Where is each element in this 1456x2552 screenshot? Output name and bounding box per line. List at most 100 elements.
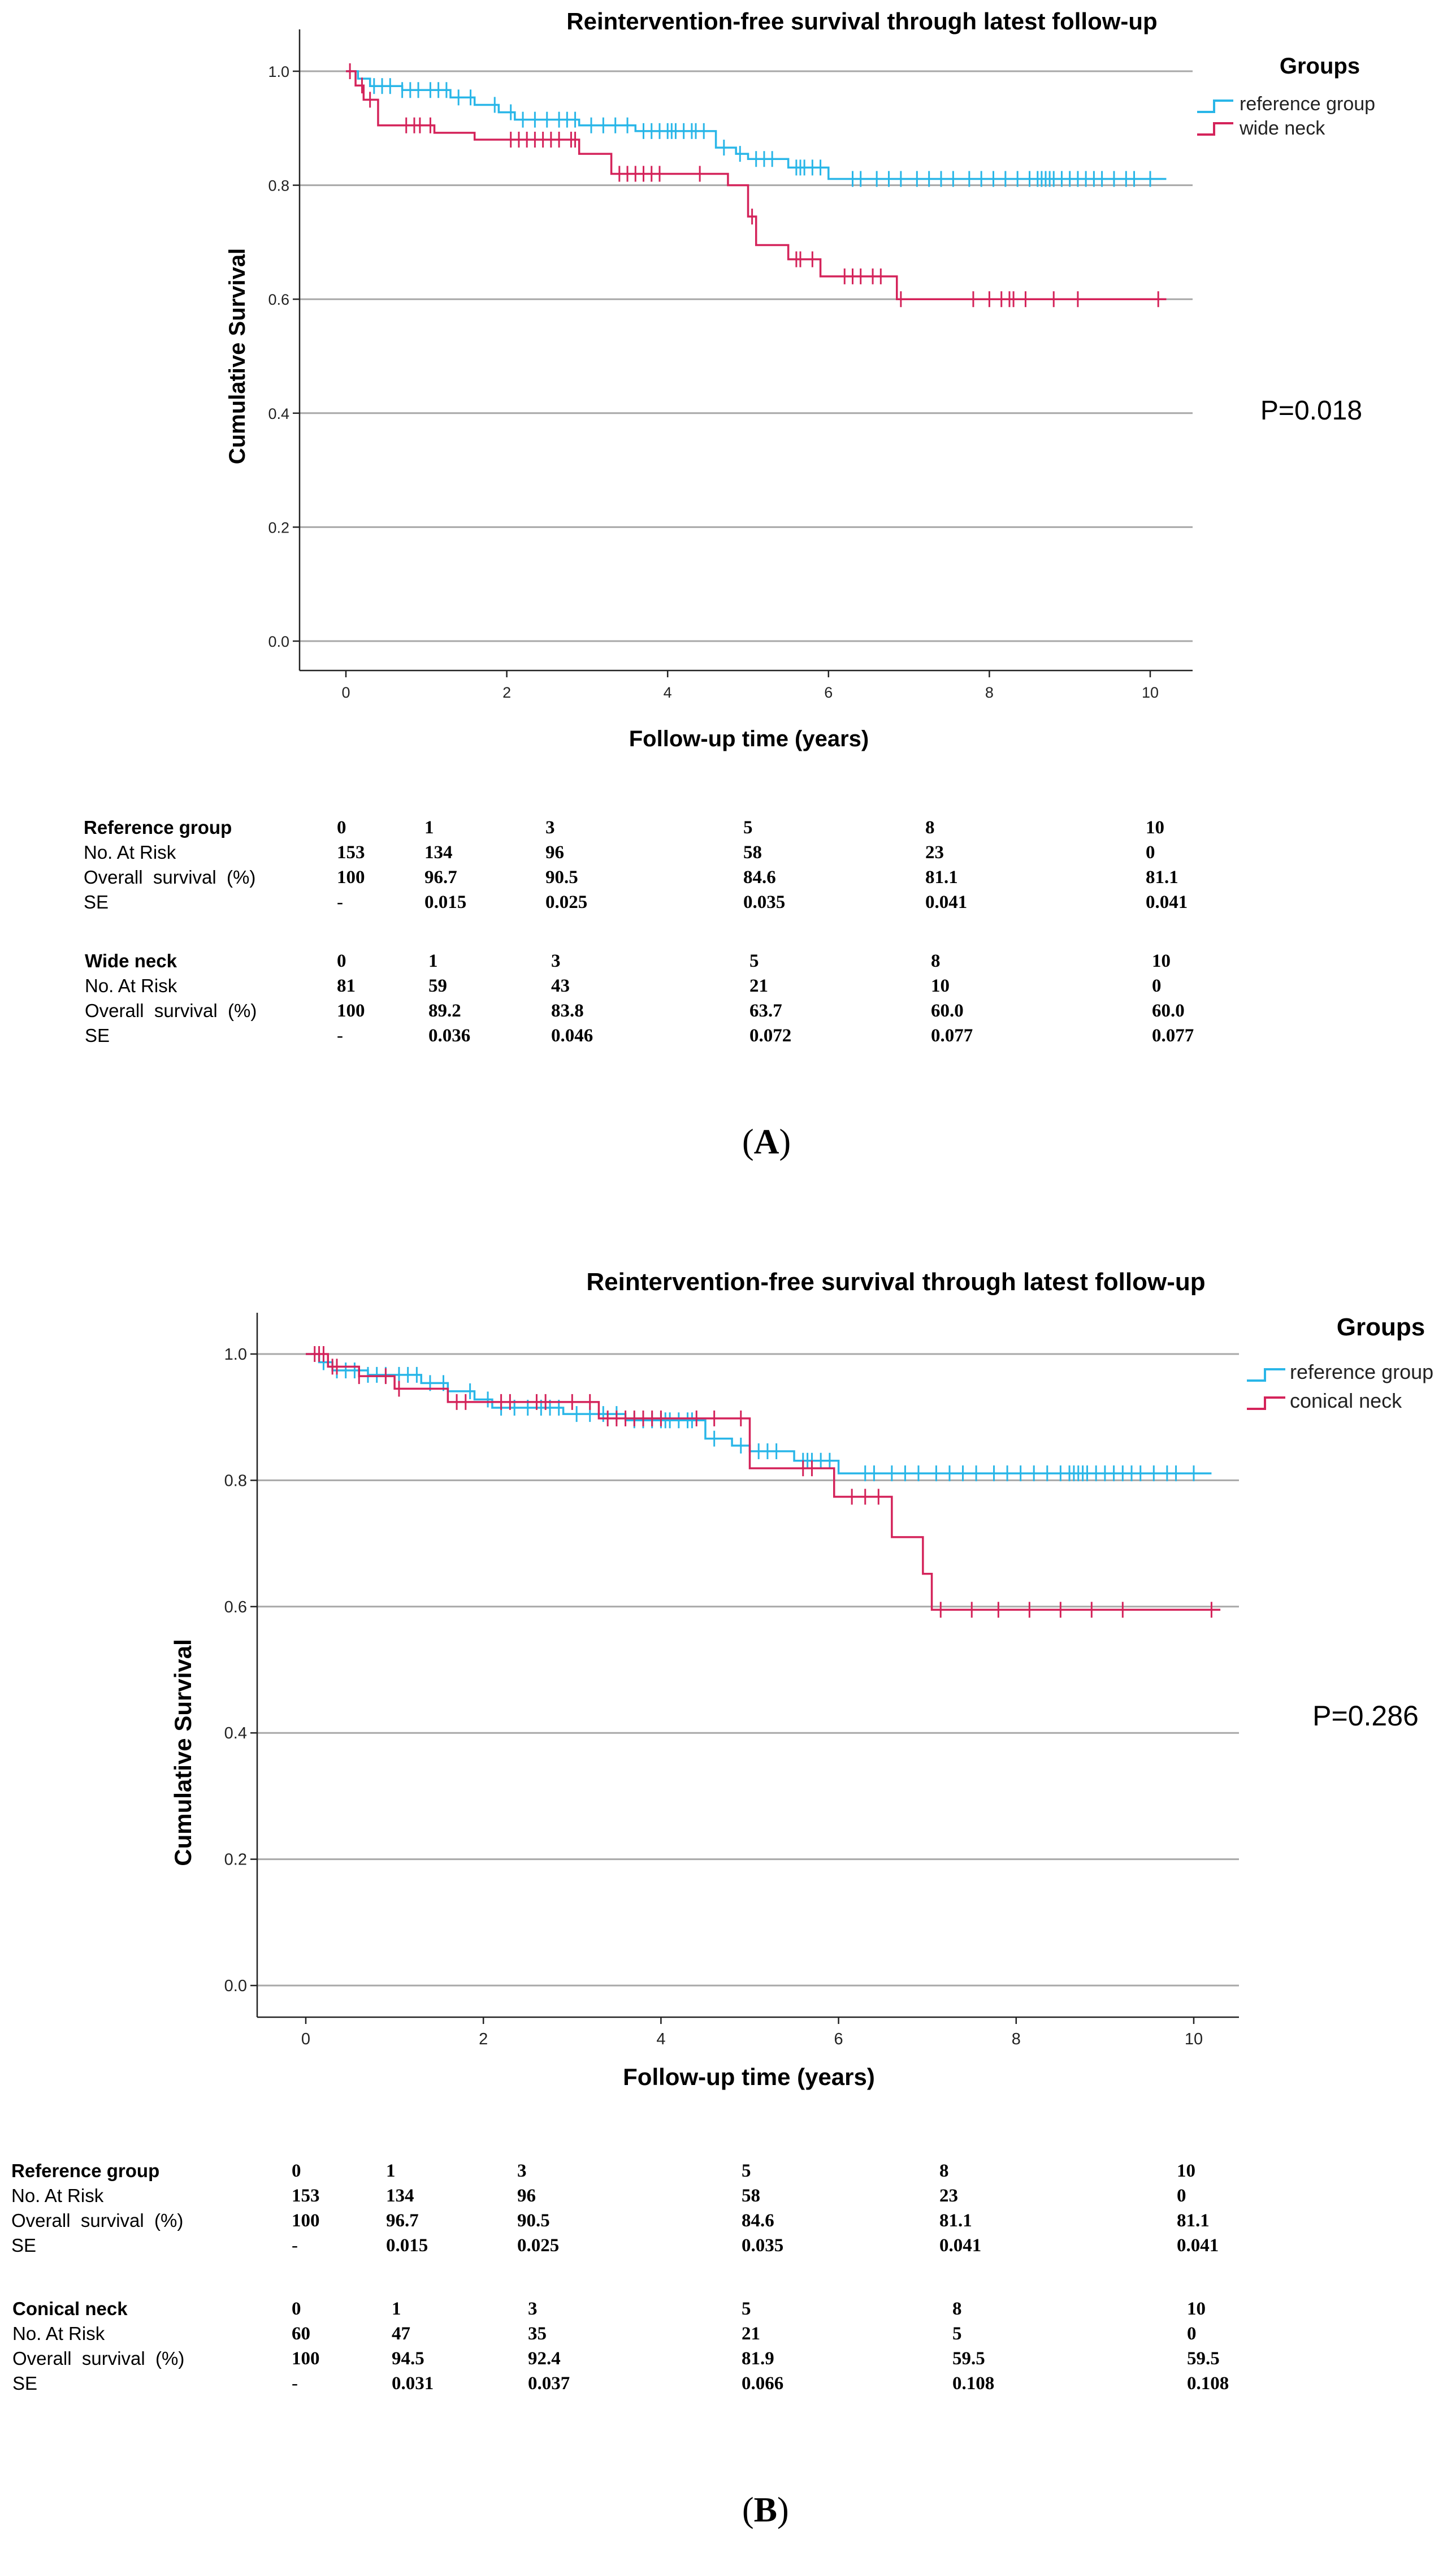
km-curve-conical-neck xyxy=(306,1353,1221,1611)
time-3: 3 xyxy=(545,817,555,838)
cell: 94.5 xyxy=(392,2348,424,2369)
risk-table-b-conical-neck: Conical neck 0 1 3 5 8 10 No. At Risk 60… xyxy=(12,2296,1312,2396)
cell: - xyxy=(292,2235,298,2256)
y-tick-label: 0.6 xyxy=(224,1598,247,1616)
row-label: SE xyxy=(12,2373,38,2394)
cell: 0 xyxy=(1152,976,1162,996)
cell: 84.6 xyxy=(742,2211,774,2231)
legend-label-wide-neck: wide neck xyxy=(1239,118,1325,139)
risk-table-a-reference: Reference group 0 1 3 5 8 10 No. At Risk… xyxy=(84,815,1271,915)
cell: 81.1 xyxy=(1177,2211,1210,2231)
cell: 0.035 xyxy=(743,892,786,912)
row-label: Overall survival (%) xyxy=(84,867,256,888)
cell: 0.041 xyxy=(1146,892,1188,912)
cell: 0.036 xyxy=(428,1026,471,1046)
row-label: No. At Risk xyxy=(12,2323,105,2344)
cell: 0.066 xyxy=(742,2373,784,2394)
row-label: Overall survival (%) xyxy=(11,2210,184,2231)
y-tick-label: 1.0 xyxy=(268,63,289,80)
time-5: 5 xyxy=(743,817,753,838)
cell: 0.015 xyxy=(424,892,467,912)
risk-row-survival: Overall survival (%) 100 96.7 90.5 84.6 … xyxy=(11,2208,1311,2233)
cell: 0.072 xyxy=(749,1026,792,1046)
time-0: 0 xyxy=(292,2161,301,2181)
series-layer xyxy=(346,63,1167,308)
cell: 0.035 xyxy=(742,2235,784,2256)
x-tick-label: 8 xyxy=(985,684,994,701)
cell: 0.077 xyxy=(1152,1026,1194,1046)
time-8: 8 xyxy=(939,2161,949,2181)
cell: 81.1 xyxy=(925,867,958,888)
y-tick-label: 1.0 xyxy=(224,1346,247,1364)
group-name: Wide neck xyxy=(85,950,177,971)
cell: 58 xyxy=(742,2186,760,2206)
p-value: P=0.018 xyxy=(1260,396,1362,426)
x-tick-label: 6 xyxy=(824,684,833,701)
x-tick-label: 6 xyxy=(834,2030,843,2048)
km-chart-b: Reintervention-free survival through lat… xyxy=(170,1268,1433,2090)
gridlines xyxy=(257,1353,1239,1987)
y-axis-label: Cumulative Survival xyxy=(170,1639,196,1866)
x-tick-label: 2 xyxy=(479,2030,488,2048)
cell: 0 xyxy=(1146,842,1155,863)
chart-title: Reintervention-free survival through lat… xyxy=(566,8,1157,34)
cell: 60.0 xyxy=(1152,1001,1185,1021)
cell: 60 xyxy=(292,2324,310,2344)
group-name: Conical neck xyxy=(12,2298,128,2319)
cell: 100 xyxy=(292,2211,320,2231)
time-3: 3 xyxy=(551,951,561,971)
x-tick-label: 10 xyxy=(1185,2030,1203,2048)
x-tick-label: 10 xyxy=(1142,684,1159,701)
panel-label-b: (B) xyxy=(742,2491,789,2529)
cell: 90.5 xyxy=(517,2211,550,2231)
time-10: 10 xyxy=(1152,951,1171,971)
y-tick-label: 0.4 xyxy=(224,1724,247,1742)
cell: 21 xyxy=(742,2324,760,2344)
cell: 63.7 xyxy=(749,1001,782,1021)
time-3: 3 xyxy=(528,2299,538,2319)
series-layer xyxy=(306,1346,1221,1618)
x-tick-label: 4 xyxy=(664,684,672,701)
y-tick-label: 0.2 xyxy=(268,519,289,536)
gridlines xyxy=(300,70,1193,642)
row-label: Overall survival (%) xyxy=(85,1000,257,1021)
risk-row-se: SE - 0.036 0.046 0.072 0.077 0.077 xyxy=(85,1023,1272,1048)
y-tick-label: 0.6 xyxy=(268,291,289,308)
cell: 0.041 xyxy=(925,892,968,912)
row-label: SE xyxy=(84,892,109,912)
cell: 23 xyxy=(925,842,944,863)
legend-item-reference: reference group xyxy=(1247,1360,1433,1383)
cell: 81.1 xyxy=(939,2211,972,2231)
cell: 96 xyxy=(545,842,564,863)
cell: 0.025 xyxy=(517,2235,560,2256)
cell: 81 xyxy=(337,976,356,996)
risk-row-at-risk: No. At Risk 60 47 35 21 5 0 xyxy=(12,2321,1312,2346)
group-name: Reference group xyxy=(84,817,232,838)
row-label: SE xyxy=(85,1025,110,1046)
cell: 0.037 xyxy=(528,2373,570,2394)
cell: 0 xyxy=(1177,2186,1186,2206)
axes: 0.0 0.2 0.4 0.6 0.8 1.0 0 2 4 6 8 10 xyxy=(224,1313,1239,2048)
legend-item-conical-neck: conical neck xyxy=(1247,1389,1402,1412)
row-label: Overall survival (%) xyxy=(12,2348,185,2369)
time-8: 8 xyxy=(925,817,935,838)
cell: 47 xyxy=(392,2324,410,2344)
time-1: 1 xyxy=(428,951,438,971)
cell: 0.015 xyxy=(386,2235,428,2256)
cell: 0.041 xyxy=(939,2235,982,2256)
cell: 60.0 xyxy=(931,1001,964,1021)
cell: 0.077 xyxy=(931,1026,973,1046)
x-tick-label: 8 xyxy=(1012,2030,1021,2048)
risk-row-at-risk: No. At Risk 153 134 96 58 23 0 xyxy=(11,2183,1311,2208)
cell: 0.108 xyxy=(1187,2373,1229,2394)
cell: 90.5 xyxy=(545,867,578,888)
cell: - xyxy=(292,2373,298,2394)
risk-row-se: SE - 0.015 0.025 0.035 0.041 0.041 xyxy=(11,2233,1311,2258)
y-tick-label: 0.8 xyxy=(224,1472,247,1490)
cell: 83.8 xyxy=(551,1001,584,1021)
cell: 35 xyxy=(528,2324,547,2344)
cell: 0.025 xyxy=(545,892,588,912)
risk-table-a-wide-neck: Wide neck 0 1 3 5 8 10 No. At Risk 81 59… xyxy=(85,949,1272,1048)
row-label: No. At Risk xyxy=(11,2185,104,2206)
cell: 21 xyxy=(749,976,768,996)
